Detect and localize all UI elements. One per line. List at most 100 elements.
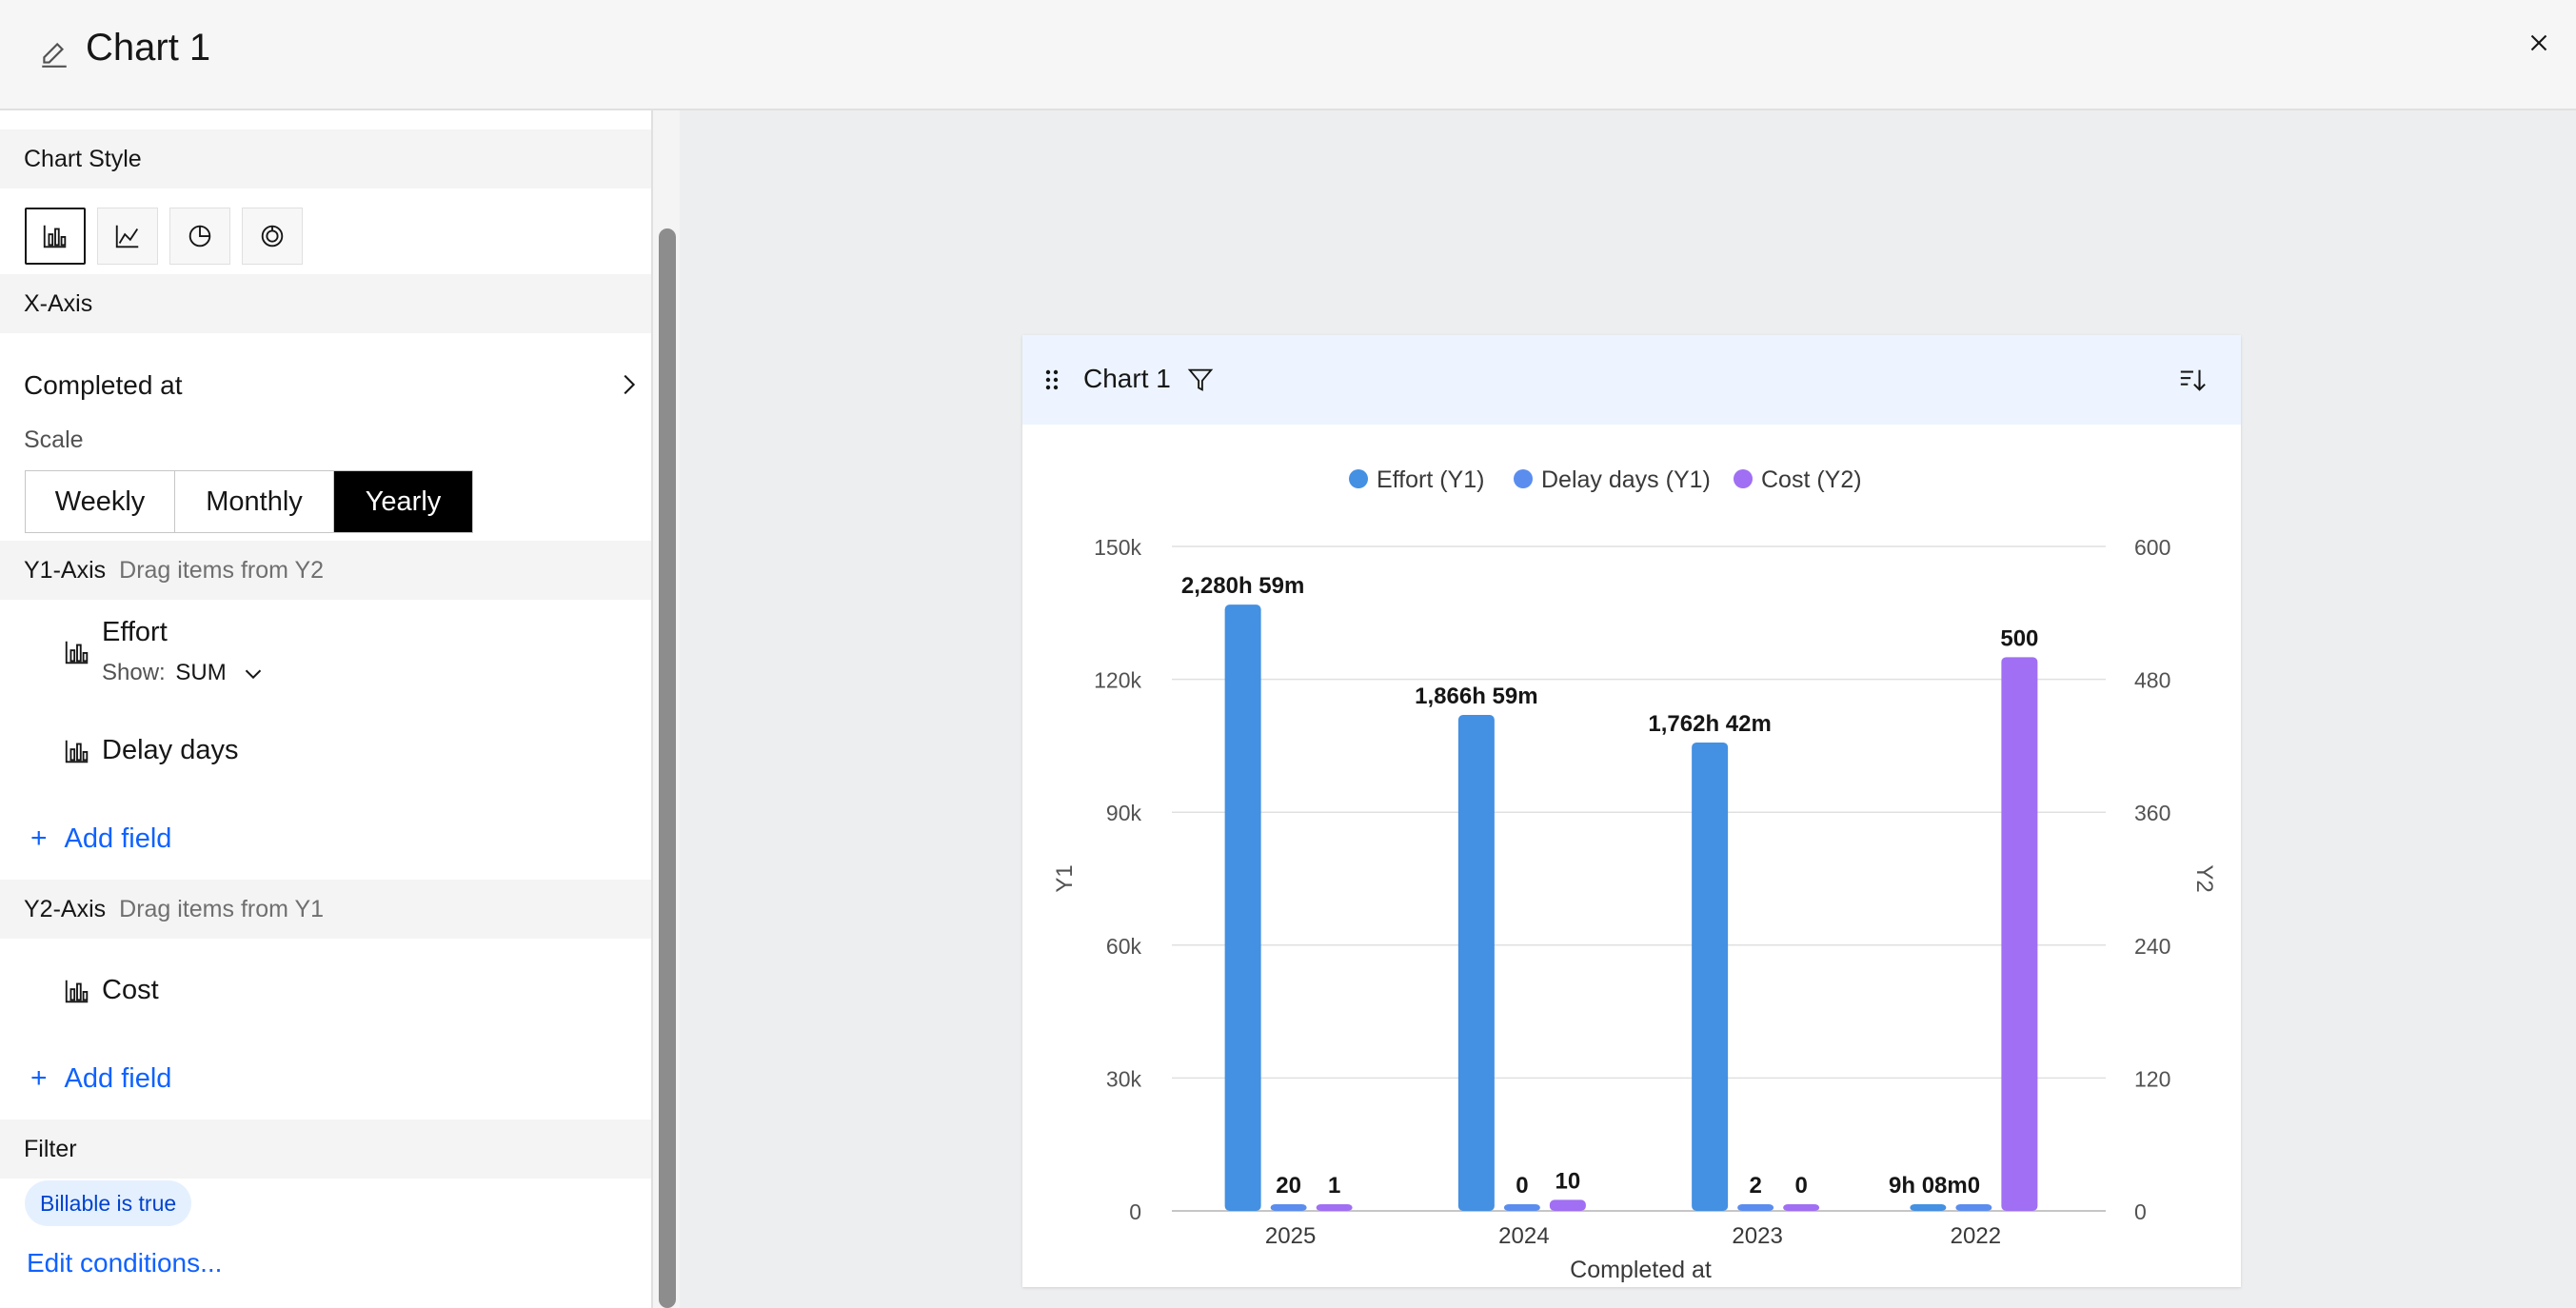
x-field-label: Completed at bbox=[24, 370, 183, 400]
line-chart-icon bbox=[115, 225, 139, 248]
edit-conditions-link[interactable]: Edit conditions... bbox=[27, 1248, 223, 1278]
chart-canvas: Chart 1 Effort (Y1) Delay days (Y1) Cost (… bbox=[680, 110, 2576, 1308]
filter-icon[interactable] bbox=[1186, 366, 1215, 394]
filter-header: Filter bbox=[0, 1120, 651, 1179]
y1-axis-title: Y1 bbox=[1052, 864, 1078, 892]
x-field-selector[interactable]: Completed at bbox=[24, 363, 643, 408]
x-tick-label: 2025 bbox=[1265, 1223, 1316, 1249]
bar-1-2024 bbox=[1503, 1204, 1540, 1211]
pie-chart-icon bbox=[188, 225, 211, 248]
chevron-right-icon bbox=[624, 374, 636, 395]
donut-chart-button[interactable] bbox=[242, 208, 303, 265]
data-label: 1,866h 59m bbox=[1415, 684, 1537, 709]
filter-label: Filter bbox=[24, 1136, 77, 1162]
chart-config-panel: Chart Style bbox=[0, 110, 651, 1308]
data-label: 500 bbox=[2000, 625, 2038, 651]
y1-field-delay-days[interactable]: Delay days bbox=[102, 735, 239, 765]
modal-header: Chart 1 bbox=[0, 0, 2576, 110]
bar-1-2023 bbox=[1737, 1204, 1774, 1211]
chart-style-buttons bbox=[25, 208, 303, 265]
bar-chart-button[interactable] bbox=[25, 208, 86, 265]
bar-2-2023 bbox=[1783, 1204, 1820, 1211]
chart-title[interactable]: Chart 1 bbox=[86, 27, 211, 69]
x-tick-label: 2023 bbox=[1732, 1223, 1782, 1249]
y1-axis-hint: Drag items from Y2 bbox=[119, 557, 325, 584]
y2-axis-title: Y2 bbox=[2191, 864, 2217, 892]
data-label: 0 bbox=[1794, 1173, 1807, 1199]
scale-segmented-control: Weekly Monthly Yearly bbox=[25, 470, 473, 533]
y2-tick-label: 600 bbox=[2134, 535, 2170, 560]
y2-tick-label: 240 bbox=[2134, 934, 2170, 959]
y1-tick-label: 30k bbox=[1106, 1066, 1142, 1091]
x-axis-title: Completed at bbox=[1570, 1257, 1712, 1283]
scale-weekly-option[interactable]: Weekly bbox=[26, 471, 175, 532]
y2-tick-label: 360 bbox=[2134, 801, 2170, 825]
data-label: 1 bbox=[1328, 1173, 1340, 1199]
chart-card: Chart 1 Effort (Y1) Delay days (Y1) Cost (… bbox=[1022, 335, 2241, 1287]
x-tick-label: 2024 bbox=[1498, 1223, 1549, 1249]
bar-chart-icon bbox=[65, 740, 89, 763]
aggregation-value: SUM bbox=[175, 660, 227, 685]
bar-0-2022 bbox=[1910, 1204, 1947, 1211]
scale-yearly-option[interactable]: Yearly bbox=[334, 471, 472, 532]
bar-0-2023 bbox=[1692, 742, 1729, 1211]
x-tick-label: 2022 bbox=[1951, 1223, 2001, 1249]
aggregation-label: Show: bbox=[102, 660, 166, 685]
scrollbar-thumb[interactable] bbox=[659, 228, 676, 1308]
bar-chart-icon bbox=[65, 641, 89, 664]
y2-axis-label: Y2-Axis bbox=[24, 896, 107, 922]
bar-chart-icon bbox=[43, 225, 67, 248]
chart-style-label: Chart Style bbox=[24, 146, 142, 172]
y1-tick-label: 90k bbox=[1106, 801, 1142, 825]
bar-1-2025 bbox=[1270, 1204, 1307, 1211]
pie-chart-button[interactable] bbox=[169, 208, 230, 265]
y1-tick-label: 0 bbox=[1129, 1199, 1141, 1224]
data-label: 2,280h 59m bbox=[1181, 573, 1304, 599]
sort-icon[interactable] bbox=[2177, 366, 2208, 394]
y2-field-cost[interactable]: Cost bbox=[102, 975, 159, 1005]
chart-card-header: Chart 1 bbox=[1022, 335, 2241, 425]
x-axis-header: X-Axis bbox=[0, 274, 651, 333]
add-field-label: Add field bbox=[64, 1063, 172, 1094]
data-label: 10 bbox=[1556, 1168, 1581, 1194]
drag-handle-icon[interactable] bbox=[1045, 369, 1059, 390]
add-field-label: Add field bbox=[64, 823, 172, 854]
panel-scrollbar[interactable] bbox=[651, 110, 680, 1308]
chart-card-title: Chart 1 bbox=[1083, 364, 1171, 393]
scale-label: Scale bbox=[24, 426, 84, 453]
data-label: 9h 08m bbox=[1889, 1173, 1968, 1199]
y2-tick-label: 120 bbox=[2134, 1066, 2170, 1091]
bar-1-2022 bbox=[1955, 1204, 1992, 1211]
data-label: 20 bbox=[1276, 1173, 1301, 1199]
y1-axis-header: Y1-Axis Drag items from Y2 bbox=[0, 541, 651, 600]
filter-tag[interactable]: Billable is true bbox=[25, 1180, 192, 1226]
chevron-down-icon bbox=[246, 669, 262, 679]
donut-chart-icon bbox=[261, 225, 284, 248]
chart-style-header: Chart Style bbox=[0, 129, 651, 188]
plus-icon: + bbox=[30, 822, 48, 854]
y2-axis-hint: Drag items from Y1 bbox=[119, 896, 325, 922]
bar-0-2024 bbox=[1457, 715, 1495, 1211]
edit-icon[interactable] bbox=[38, 38, 70, 70]
legend-swatch-2 bbox=[1734, 469, 1753, 488]
y1-tick-label: 60k bbox=[1106, 934, 1142, 959]
scale-monthly-option[interactable]: Monthly bbox=[175, 471, 334, 532]
bar-chart-icon bbox=[65, 980, 89, 1003]
y1-field-effort[interactable]: Effort bbox=[102, 617, 168, 647]
y2-axis-header: Y2-Axis Drag items from Y1 bbox=[0, 880, 651, 939]
close-icon[interactable] bbox=[2525, 29, 2553, 57]
bar-2-2022 bbox=[2001, 657, 2038, 1211]
x-axis-label: X-Axis bbox=[24, 290, 93, 317]
aggregation-dropdown[interactable]: Show: SUM bbox=[102, 660, 265, 686]
y1-tick-label: 120k bbox=[1094, 668, 1141, 693]
legend-label-0: Effort (Y1) bbox=[1377, 466, 1484, 493]
bar-2-2025 bbox=[1316, 1204, 1353, 1211]
legend-label-2: Cost (Y2) bbox=[1761, 466, 1862, 493]
y2-tick-label: 0 bbox=[2134, 1199, 2147, 1224]
y2-add-field-button[interactable]: + Add field bbox=[30, 1062, 171, 1095]
y1-add-field-button[interactable]: + Add field bbox=[30, 822, 171, 855]
line-chart-button[interactable] bbox=[97, 208, 158, 265]
y1-axis-label: Y1-Axis bbox=[24, 557, 107, 584]
bar-0-2025 bbox=[1224, 604, 1261, 1211]
legend-swatch-0 bbox=[1349, 469, 1368, 488]
